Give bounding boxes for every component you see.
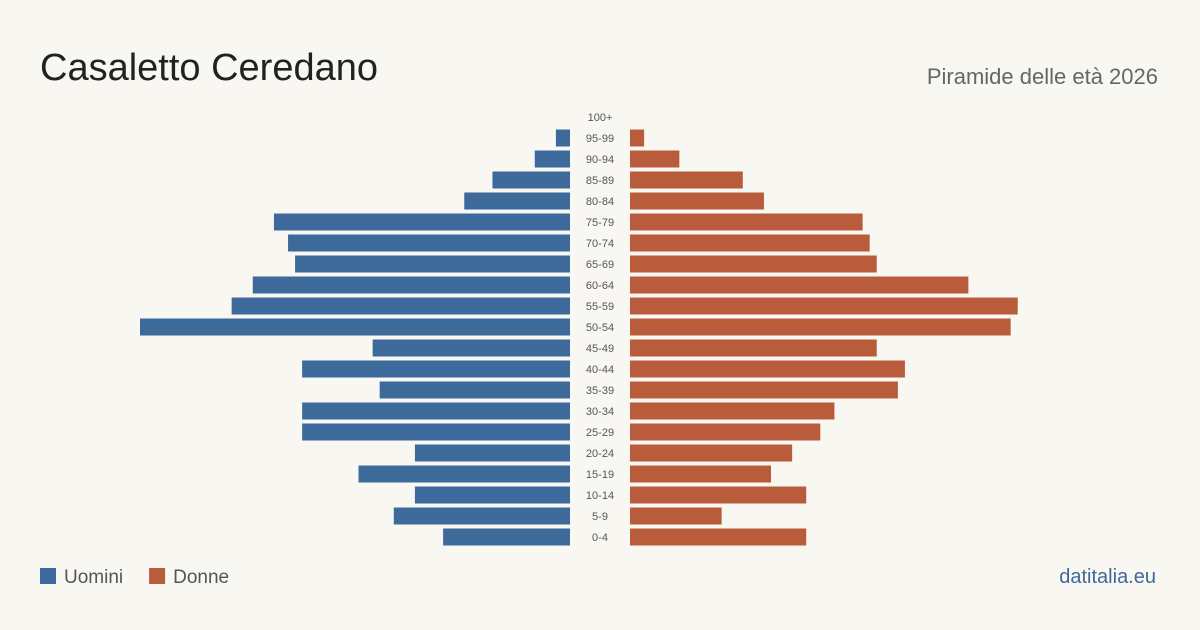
bar — [630, 276, 969, 294]
bar — [302, 360, 570, 378]
bar — [231, 297, 570, 315]
bar — [534, 150, 570, 168]
bar — [630, 213, 863, 231]
bar — [630, 486, 807, 504]
age-label: 80-84 — [586, 196, 614, 208]
age-label: 40-44 — [586, 364, 614, 376]
bar — [464, 192, 570, 210]
age-label: 60-64 — [586, 280, 614, 292]
chart-subtitle: Piramide delle età 2026 — [927, 64, 1158, 89]
bar — [555, 129, 570, 147]
bar — [630, 402, 835, 420]
age-label: 10-14 — [586, 490, 614, 502]
legend-label: Uomini — [64, 567, 123, 588]
bar — [372, 339, 570, 357]
age-label: 45-49 — [586, 343, 614, 355]
source[interactable]: datitalia.eu — [1059, 566, 1156, 588]
age-label: 35-39 — [586, 385, 614, 397]
bar — [358, 465, 570, 483]
bar — [288, 234, 570, 252]
age-label: 95-99 — [586, 133, 614, 145]
bar — [492, 171, 570, 189]
bar — [630, 297, 1018, 315]
bar — [302, 402, 570, 420]
bar — [140, 318, 570, 336]
bar — [630, 381, 898, 399]
bar — [630, 444, 793, 462]
bar — [393, 507, 570, 525]
legend-swatch — [40, 568, 56, 584]
age-label: 75-79 — [586, 217, 614, 229]
legend-label: Donne — [173, 567, 229, 588]
bar — [630, 234, 870, 252]
bar — [443, 528, 570, 546]
bar — [630, 465, 771, 483]
bar — [302, 423, 570, 441]
bar — [630, 360, 905, 378]
legend-swatch — [149, 568, 166, 584]
age-label: 90-94 — [586, 154, 614, 166]
bar — [630, 339, 877, 357]
bar — [630, 507, 722, 525]
age-label: 55-59 — [586, 301, 614, 313]
age-label: 15-19 — [586, 469, 614, 481]
bar — [414, 486, 570, 504]
age-label: 20-24 — [586, 448, 614, 460]
age-label: 70-74 — [586, 238, 614, 250]
bar — [252, 276, 571, 294]
bar — [630, 150, 680, 168]
age-label: 100+ — [588, 112, 613, 124]
age-label: 5-9 — [592, 511, 608, 523]
age-label: 65-69 — [586, 259, 614, 271]
bar — [630, 192, 764, 210]
age-label: 30-34 — [586, 406, 614, 418]
bar — [630, 423, 821, 441]
bar — [630, 171, 743, 189]
bar — [379, 381, 570, 399]
bar — [414, 444, 570, 462]
chart-title: Casaletto Ceredano — [40, 47, 378, 89]
age-label: 0-4 — [592, 532, 608, 544]
bar — [630, 129, 645, 147]
bar — [273, 213, 570, 231]
age-label: 25-29 — [586, 427, 614, 439]
age-label: 85-89 — [586, 175, 614, 187]
bar — [630, 255, 877, 273]
bar — [630, 318, 1011, 336]
age-label: 50-54 — [586, 322, 614, 334]
bar — [295, 255, 570, 273]
bar — [630, 528, 807, 546]
